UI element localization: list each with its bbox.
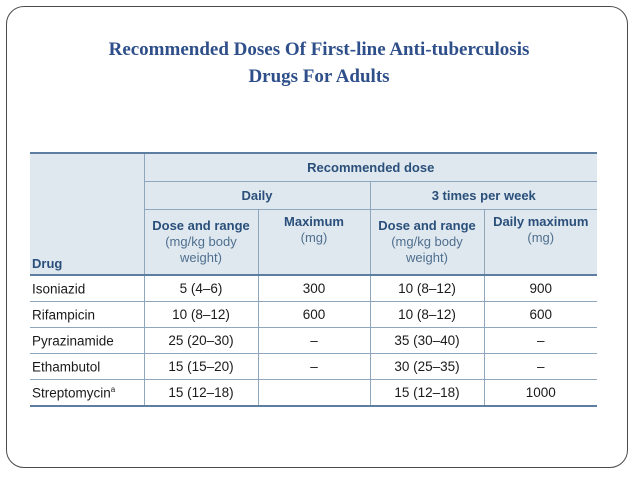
header-tw-dose-sub-1: (mg/kg body <box>391 234 463 249</box>
header-daily-maximum-title: Maximum <box>284 214 344 229</box>
header-tw-dose-sub-2: weight) <box>406 250 448 265</box>
daily-max-cell <box>257 379 370 407</box>
drug-name: Rifampicin <box>32 307 96 323</box>
header-recommended-dose: Recommended dose <box>143 152 597 182</box>
daily-dose-cell: 5 (4–6) <box>143 275 258 302</box>
tw-dose-cell: 15 (12–18) <box>369 379 484 407</box>
header-daily-maximum: Maximum (mg) <box>257 209 370 276</box>
drug-cell: Isoniazid <box>30 275 144 302</box>
drug-cell: Pyrazinamide <box>30 327 144 354</box>
drug-cell: Ethambutol <box>30 353 144 380</box>
tw-max-cell: – <box>483 327 597 354</box>
header-tw-daily-maximum-title: Daily maximum <box>493 214 589 229</box>
header-blank-cell <box>30 181 144 210</box>
daily-dose-cell: 15 (12–18) <box>143 379 258 407</box>
doses-table: Recommended dose Daily 3 times per week … <box>30 152 597 407</box>
header-row-recommended: Recommended dose <box>30 152 597 182</box>
header-row-frequency: Daily 3 times per week <box>30 181 597 210</box>
header-tw-dose-title: Dose and range <box>378 218 476 233</box>
table-row: Ethambutol 15 (15–20) – 30 (25–35) – <box>30 353 597 380</box>
drug-name: Isoniazid <box>32 281 86 297</box>
header-daily-dose-range: Dose and range (mg/kg body weight) <box>143 209 258 276</box>
tw-max-cell: 900 <box>483 275 597 302</box>
drug-footnote-mark: a <box>110 384 116 394</box>
table-row: Pyrazinamide 25 (20–30) – 35 (30–40) – <box>30 327 597 354</box>
tw-dose-cell: 30 (25–35) <box>369 353 484 380</box>
drug-cell: Streptomycina <box>30 379 144 407</box>
daily-max-cell: – <box>257 327 370 354</box>
daily-dose-cell: 10 (8–12) <box>143 301 258 328</box>
header-three-times-per-week: 3 times per week <box>369 181 597 210</box>
daily-max-cell: 300 <box>257 275 370 302</box>
header-daily-dose-sub-1: (mg/kg body <box>165 234 237 249</box>
daily-max-cell: 600 <box>257 301 370 328</box>
header-row-columns: Drug Dose and range (mg/kg body weight) … <box>30 209 597 276</box>
header-daily: Daily <box>143 181 370 210</box>
header-daily-dose-sub-2: weight) <box>180 250 222 265</box>
drug-name: Pyrazinamide <box>32 333 114 349</box>
header-blank-cell <box>30 152 144 182</box>
tw-dose-cell: 10 (8–12) <box>369 275 484 302</box>
table-row: Rifampicin 10 (8–12) 600 10 (8–12) 600 <box>30 301 597 328</box>
daily-max-cell: – <box>257 353 370 380</box>
daily-dose-cell: 25 (20–30) <box>143 327 258 354</box>
header-tw-dose-range: Dose and range (mg/kg body weight) <box>369 209 484 276</box>
slide-title-line-1: Recommended Doses Of First-line Anti-tub… <box>108 39 530 60</box>
drug-name: Streptomycin <box>32 385 111 401</box>
table-row: Streptomycina 15 (12–18) 15 (12–18) 1000 <box>30 379 597 407</box>
slide-title: Recommended Doses Of First-line Anti-tub… <box>30 36 608 90</box>
tw-dose-cell: 10 (8–12) <box>369 301 484 328</box>
tw-dose-cell: 35 (30–40) <box>369 327 484 354</box>
header-daily-maximum-sub: (mg) <box>300 230 328 245</box>
drug-cell: Rifampicin <box>30 301 144 328</box>
daily-dose-cell: 15 (15–20) <box>143 353 258 380</box>
drug-name: Ethambutol <box>32 359 101 375</box>
tw-max-cell: 600 <box>483 301 597 328</box>
header-daily-dose-title: Dose and range <box>152 218 250 233</box>
tw-max-cell: 1000 <box>483 379 597 407</box>
header-drug: Drug <box>30 209 144 276</box>
header-tw-daily-maximum: Daily maximum (mg) <box>483 209 597 276</box>
header-tw-daily-maximum-sub: (mg) <box>527 230 555 245</box>
tw-max-cell: – <box>483 353 597 380</box>
slide-title-line-2: Drugs For Adults <box>248 66 390 87</box>
table-row: Isoniazid 5 (4–6) 300 10 (8–12) 900 <box>30 275 597 302</box>
